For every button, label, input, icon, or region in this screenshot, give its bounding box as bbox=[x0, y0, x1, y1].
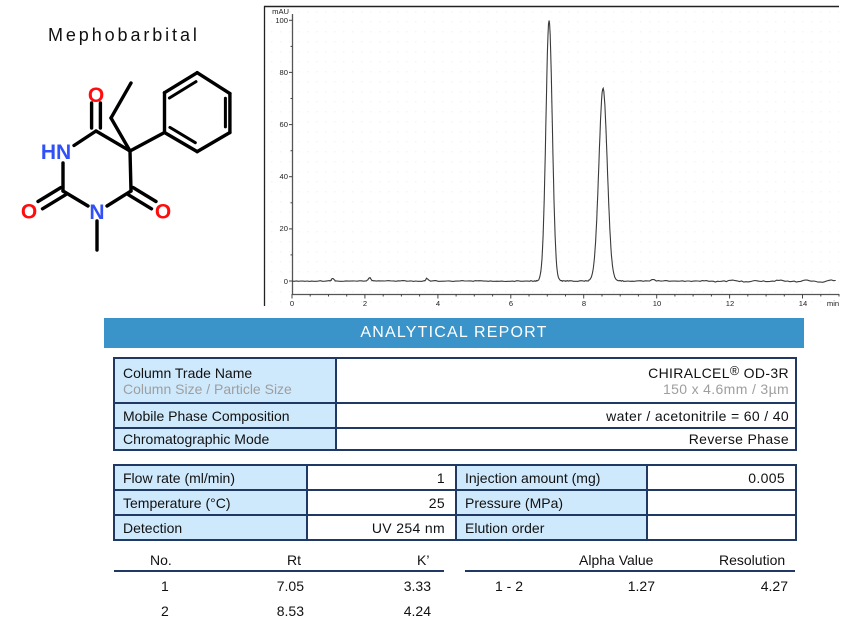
svg-text:0: 0 bbox=[284, 277, 288, 286]
svg-text:O: O bbox=[155, 201, 171, 224]
svg-text:4: 4 bbox=[436, 299, 440, 308]
svg-text:40: 40 bbox=[280, 172, 288, 181]
svg-text:HN: HN bbox=[41, 141, 71, 164]
svg-text:8: 8 bbox=[582, 299, 586, 308]
svg-text:0: 0 bbox=[290, 299, 294, 308]
svg-text:mAU: mAU bbox=[272, 7, 289, 16]
svg-text:12: 12 bbox=[726, 299, 734, 308]
svg-text:O: O bbox=[21, 201, 37, 224]
svg-text:2: 2 bbox=[363, 299, 367, 308]
svg-text:min: min bbox=[827, 299, 839, 308]
svg-text:N: N bbox=[89, 201, 104, 224]
svg-text:14: 14 bbox=[799, 299, 807, 308]
svg-text:6: 6 bbox=[509, 299, 513, 308]
svg-text:60: 60 bbox=[280, 120, 288, 129]
svg-text:10: 10 bbox=[653, 299, 661, 308]
svg-text:100: 100 bbox=[275, 16, 288, 25]
svg-text:O: O bbox=[88, 84, 104, 107]
svg-text:80: 80 bbox=[280, 68, 288, 77]
svg-text:20: 20 bbox=[280, 224, 288, 233]
